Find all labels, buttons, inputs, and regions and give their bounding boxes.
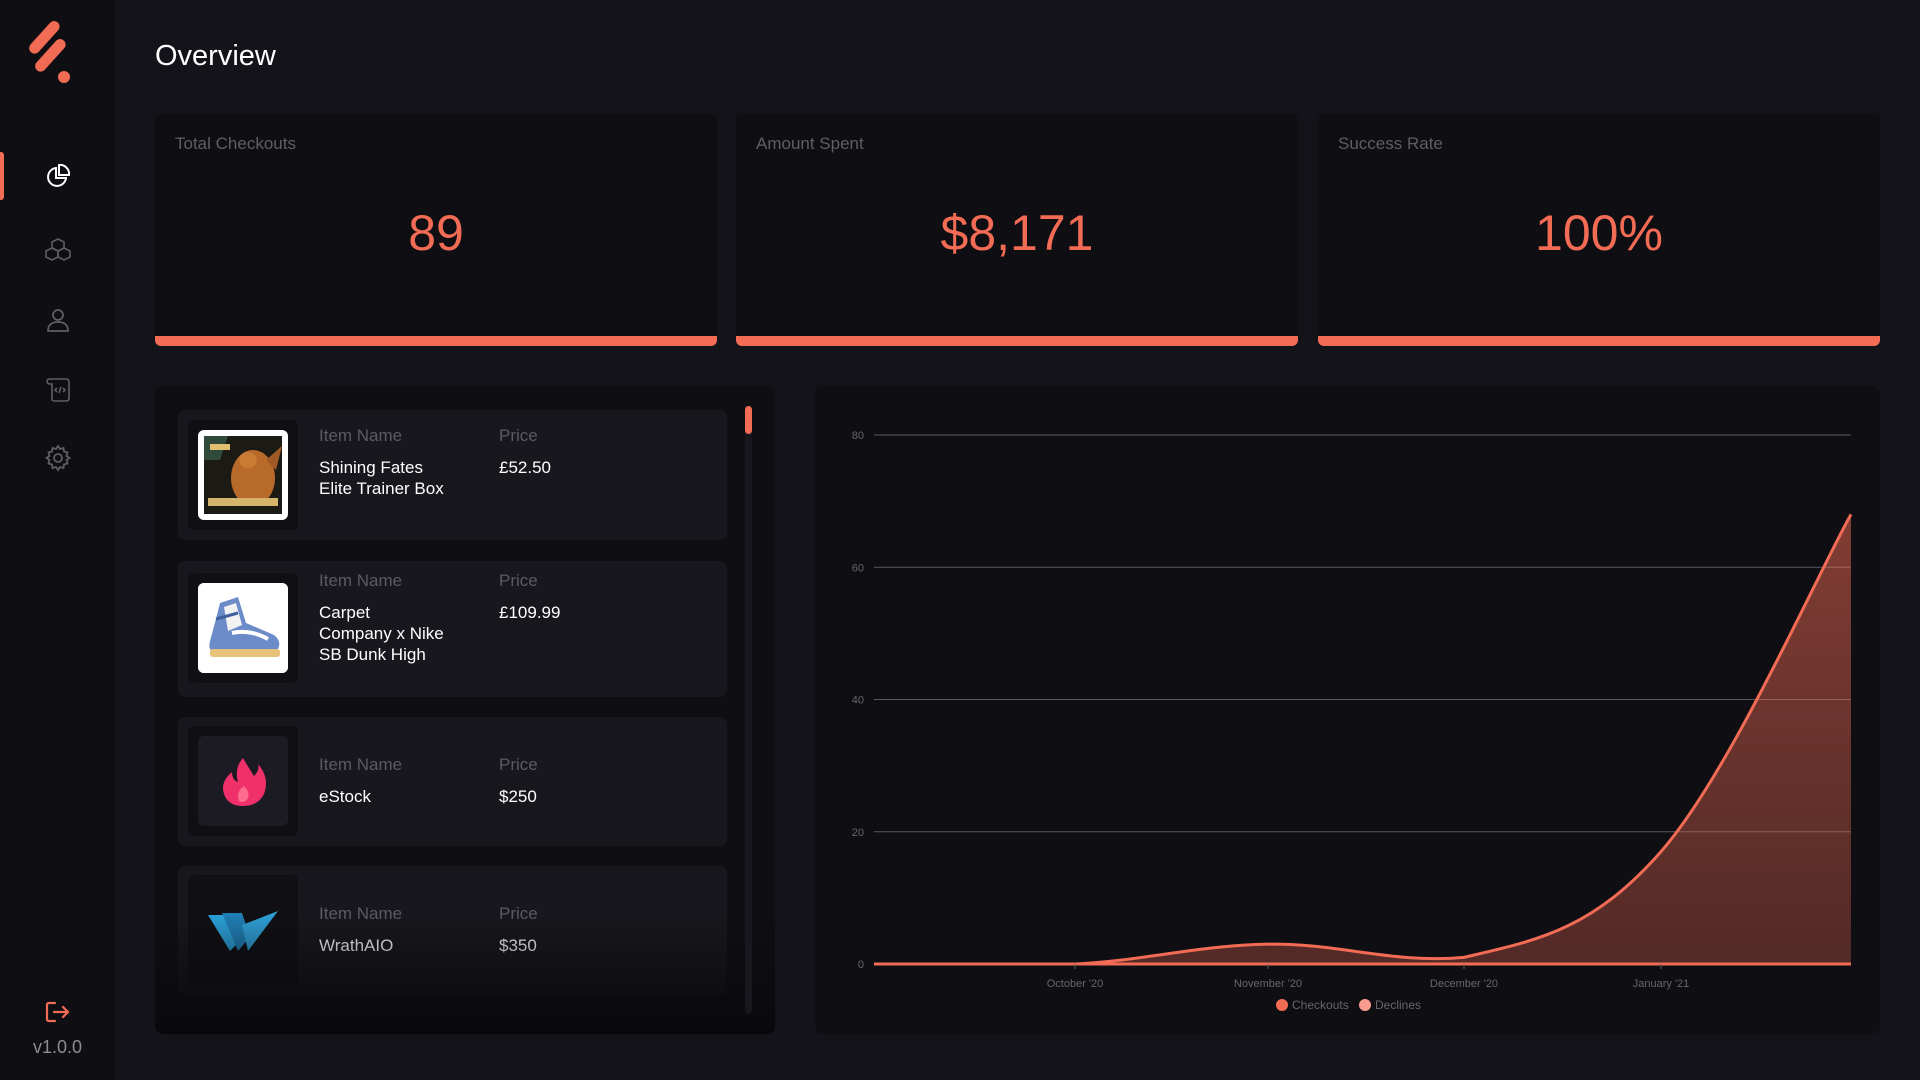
checkouts-chart-panel: 0 20 40 60 80 October '20 November '20 Decembe… [815, 386, 1880, 1034]
flame-logo [223, 758, 266, 806]
nav-scripts[interactable] [0, 365, 115, 415]
item-thumbnail [188, 420, 298, 530]
y-tick-label: 40 [852, 695, 864, 707]
stat-card-success-rate: Success Rate 100% [1318, 114, 1880, 346]
user-icon [46, 309, 69, 332]
nav-overview[interactable] [0, 151, 115, 201]
x-tick-label: November '20 [1234, 978, 1302, 990]
scroll-icon [45, 378, 70, 402]
list-item[interactable]: Item Name Price WrathAIO $350 [178, 866, 727, 995]
item-price: $350 [499, 936, 537, 955]
item-name: Carpet Company x Nike SB Dunk High [319, 603, 444, 664]
list-item[interactable]: Item Name Price eStock $250 [178, 717, 727, 846]
stat-label: Success Rate [1338, 134, 1443, 153]
item-name: eStock [319, 787, 371, 806]
item-price: $250 [499, 787, 537, 806]
cubes-icon [44, 238, 71, 261]
checkouts-area [874, 514, 1851, 964]
list-item[interactable]: Item Name Price Carpet Company x Nike SB… [178, 561, 727, 697]
stat-accent-bar [155, 336, 717, 346]
wrath-logo [208, 911, 278, 951]
app-logo[interactable] [28, 20, 84, 88]
logout-button[interactable] [0, 997, 115, 1027]
y-tick-label: 0 [858, 959, 864, 971]
legend-label: Checkouts [1292, 998, 1349, 1012]
list-scrollbar-track[interactable] [745, 406, 752, 1014]
item-thumbnail [188, 573, 298, 683]
stat-value: 100% [1535, 205, 1663, 261]
page-title: Overview [155, 40, 276, 72]
stat-accent-bar [736, 336, 1298, 346]
item-price: £52.50 [499, 458, 551, 477]
list-item[interactable]: Item Name Price Shining Fates Elite Trai… [178, 410, 727, 540]
item-thumbnail [188, 726, 298, 836]
item-price: £109.99 [499, 603, 561, 622]
sidebar: v1.0.0 [0, 0, 115, 1080]
item-price-label: Price [499, 904, 538, 923]
item-name: WrathAIO [319, 936, 394, 955]
x-tick-label: December '20 [1430, 978, 1498, 990]
nav-settings[interactable] [0, 433, 115, 483]
item-thumbnail [188, 875, 298, 985]
legend-label: Declines [1375, 998, 1421, 1012]
list-scrollbar-thumb[interactable] [745, 406, 752, 434]
stat-card-amount-spent: Amount Spent $8,171 [736, 114, 1298, 346]
stat-value: $8,171 [940, 205, 1094, 261]
app-version: v1.0.0 [32, 1037, 83, 1057]
x-tick-label: October '20 [1047, 978, 1104, 990]
item-price-label: Price [499, 426, 538, 445]
stat-value: 89 [408, 205, 464, 261]
item-price-label: Price [499, 755, 538, 774]
pokemon-box-image [202, 434, 284, 516]
stat-label: Amount Spent [756, 134, 864, 153]
item-name: Shining Fates Elite Trainer Box [319, 458, 444, 498]
stat-label: Total Checkouts [175, 134, 296, 153]
nav-products[interactable] [0, 225, 115, 275]
x-tick-label: January '21 [1633, 978, 1690, 990]
checkouts-chart: 0 20 40 60 80 October '20 November '20 Decembe… [852, 430, 1853, 1012]
legend-swatch [1359, 999, 1371, 1011]
nav-profiles[interactable] [0, 295, 115, 345]
stat-card-total-checkouts: Total Checkouts 89 [155, 114, 717, 346]
checkouts-list-panel: Item Name Price Shining Fates Elite Trai… [155, 386, 775, 1034]
legend-swatch [1276, 999, 1288, 1011]
item-name-label: Item Name [319, 426, 403, 445]
item-price-label: Price [499, 571, 538, 590]
item-name-label: Item Name [319, 755, 403, 774]
item-name-label: Item Name [319, 904, 403, 923]
sneaker-image [198, 583, 288, 673]
y-tick-label: 80 [852, 430, 864, 442]
gear-icon [44, 444, 71, 472]
y-tick-label: 20 [852, 827, 864, 839]
y-tick-label: 60 [852, 562, 864, 574]
item-name-label: Item Name [319, 571, 403, 590]
stat-accent-bar [1318, 336, 1880, 346]
pie-chart-icon [46, 163, 70, 187]
logout-icon [45, 1001, 69, 1023]
